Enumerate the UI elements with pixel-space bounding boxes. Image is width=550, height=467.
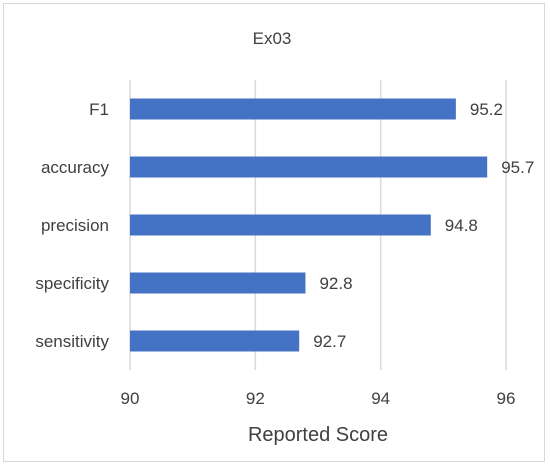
category-label: specificity (35, 274, 109, 293)
category-labels: F1 accuracy precision specificity sensitivit… (35, 100, 109, 351)
bars (130, 98, 488, 352)
bar-specificity (130, 272, 306, 294)
category-label: precision (41, 216, 109, 235)
x-tick-label: 92 (246, 389, 265, 408)
data-label: 95.7 (501, 158, 534, 177)
category-label: sensitivity (35, 332, 109, 351)
x-tick-label: 90 (121, 389, 140, 408)
bar-F1 (130, 98, 456, 120)
data-label: 92.7 (313, 332, 346, 351)
x-tick-label: 96 (497, 389, 516, 408)
category-label: F1 (89, 100, 109, 119)
bar-accuracy (130, 156, 488, 178)
data-labels: 95.2 95.7 94.8 92.8 92.7 (313, 100, 534, 351)
data-label: 95.2 (470, 100, 503, 119)
bar-sensitivity (130, 330, 300, 352)
bar-precision (130, 214, 431, 236)
chart-title: Ex03 (253, 29, 292, 48)
data-label: 94.8 (445, 216, 478, 235)
x-tick-label: 94 (371, 389, 390, 408)
data-label: 92.8 (319, 274, 352, 293)
x-tick-labels: 90 92 94 96 (121, 389, 516, 408)
x-axis-title: Reported Score (248, 424, 388, 446)
category-label: accuracy (41, 158, 110, 177)
